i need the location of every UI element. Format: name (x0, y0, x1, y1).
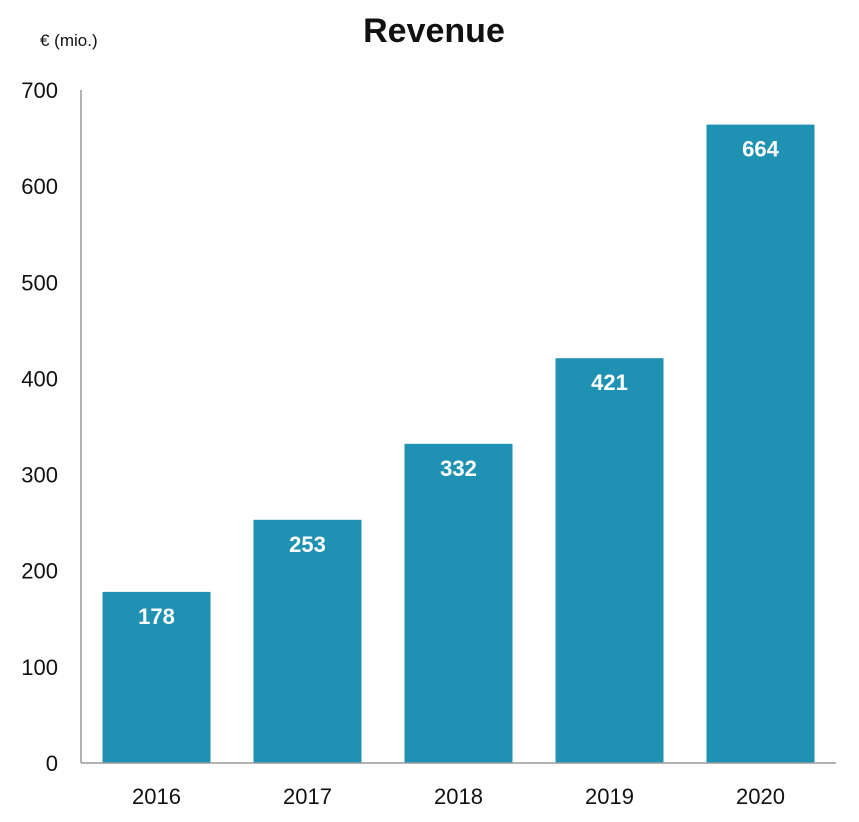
data-label-2016: 178 (138, 604, 175, 629)
data-labels-group: 178 253 332 421 664 (138, 137, 779, 629)
y-tick-label-700: 700 (21, 78, 58, 103)
y-axis-ticks: 0 100 200 300 400 500 600 700 (21, 78, 58, 776)
x-tick-label-2017: 2017 (283, 784, 332, 809)
x-tick-label-2019: 2019 (585, 784, 634, 809)
bar-2017 (253, 519, 362, 763)
bar-2020 (706, 124, 815, 764)
x-tick-label-2018: 2018 (434, 784, 483, 809)
y-unit-label: € (mio.) (40, 31, 98, 50)
x-tick-label-2016: 2016 (132, 784, 181, 809)
y-tick-label-500: 500 (21, 270, 58, 295)
bar-2019 (555, 358, 664, 763)
data-label-2019: 421 (591, 370, 628, 395)
data-label-2017: 253 (289, 532, 326, 557)
data-label-2020: 664 (742, 137, 779, 162)
y-tick-label-100: 100 (21, 655, 58, 680)
bar-2018 (404, 443, 513, 763)
y-tick-label-600: 600 (21, 174, 58, 199)
chart-title: Revenue (363, 12, 505, 50)
x-tick-label-2020: 2020 (736, 784, 785, 809)
y-tick-label-0: 0 (46, 751, 58, 776)
y-tick-label-300: 300 (21, 463, 58, 488)
bars-group (102, 124, 815, 764)
x-axis-ticks: 2016 2017 2018 2019 2020 (132, 784, 785, 809)
data-label-2018: 332 (440, 456, 477, 481)
bar-2016 (102, 591, 211, 763)
y-tick-label-400: 400 (21, 366, 58, 391)
y-tick-label-200: 200 (21, 559, 58, 584)
